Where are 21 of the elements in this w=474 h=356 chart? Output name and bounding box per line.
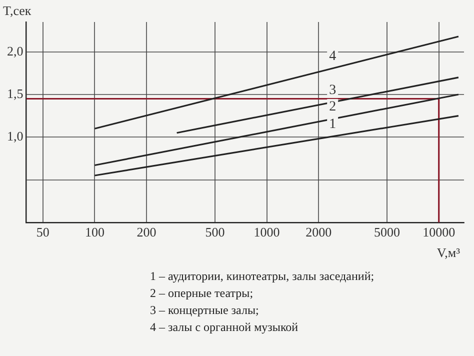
series-label: 1 (329, 117, 336, 132)
y-tick-label: 2,0 (7, 43, 24, 58)
x-axis-title: V,м³ (436, 244, 460, 260)
y-axis-title: T,сек (3, 2, 32, 18)
x-tick-label: 50 (36, 224, 50, 240)
y-tick-label: 1,5 (7, 86, 24, 101)
x-tick-label: 100 (84, 224, 104, 240)
text: 3 – концертные залы; (150, 302, 260, 319)
series-label: 3 (329, 82, 336, 98)
text: 4 – залы с органной музыкой (150, 319, 300, 336)
x-tick-label: 10000 (422, 224, 456, 240)
text: 1 – аудитории, кинотеатры, залы заседаний; (150, 268, 374, 285)
x-tick-label: 5000 (374, 224, 400, 240)
series-label: 2 (329, 100, 336, 115)
x-tick-label: 1000 (254, 224, 280, 240)
x-tick-label: 500 (205, 224, 225, 240)
text: 2 – оперные театры; (150, 285, 254, 302)
x-tick-label: 2000 (306, 224, 332, 240)
series-label: 4 (329, 49, 336, 64)
y-tick-label: 1,0 (7, 128, 24, 144)
x-tick-label: 200 (136, 224, 156, 240)
